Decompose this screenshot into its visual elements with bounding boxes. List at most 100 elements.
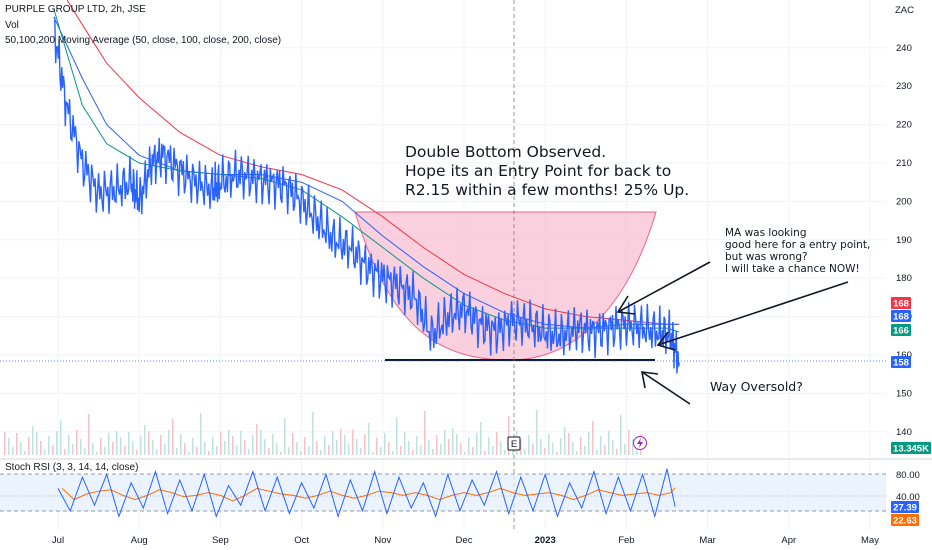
volume-bar — [292, 433, 294, 455]
volume-bar — [520, 440, 522, 455]
volume-bar — [248, 449, 250, 455]
stoch-axis-40: 40.00 — [896, 492, 920, 503]
volume-bar — [188, 452, 190, 455]
volume-bar — [396, 417, 398, 455]
volume-bar — [584, 446, 586, 455]
price-tick-label: 220 — [896, 120, 912, 131]
volume-bar — [560, 438, 562, 455]
arrow-oversold-bottom[interactable] — [641, 371, 691, 405]
volume-bar — [132, 441, 134, 455]
volume-bar — [536, 410, 538, 455]
volume-bar — [352, 430, 354, 455]
stoch-legend[interactable]: Stoch RSI (3, 3, 14, 14, close) — [5, 462, 139, 473]
volume-bar — [52, 445, 54, 455]
ma-200-value: 168 — [893, 299, 909, 310]
stoch-axis-80: 80.00 — [896, 470, 920, 481]
time-axis[interactable]: Jul Aug Sep Oct Nov Dec 2023 Feb Mar Apr May — [52, 535, 879, 546]
volume-bar — [172, 419, 174, 455]
volume-bar — [416, 436, 418, 455]
volume-bar — [96, 452, 98, 455]
main-note-line-2[interactable]: Hope its an Entry Point for back to — [405, 162, 671, 180]
time-tick-label: Sep — [212, 535, 229, 546]
arrow-oversold-top[interactable] — [656, 281, 849, 351]
volume-bar — [60, 420, 62, 455]
volume-bar — [464, 452, 466, 455]
volume-bar — [168, 430, 170, 455]
price-tick-label: 150 — [896, 388, 912, 399]
volume-bar — [144, 425, 146, 455]
volume-bar — [20, 442, 22, 455]
volume-bar — [480, 422, 482, 455]
volume-bar — [612, 440, 614, 455]
volume-bar — [160, 435, 162, 455]
volume-bar — [592, 421, 594, 455]
volume-bar — [280, 452, 282, 455]
event-marker-label: E — [511, 439, 517, 450]
volume-bar — [320, 450, 322, 455]
oversold-note[interactable]: Way Oversold? — [710, 379, 803, 394]
volume-bar — [12, 447, 14, 455]
time-tick-label: Apr — [781, 535, 796, 546]
stoch-k-badge: 27.39 — [891, 501, 919, 514]
volume-bar — [296, 442, 298, 455]
volume-bar — [92, 443, 94, 455]
ma-100-value: 168 — [893, 312, 909, 323]
volume-bar — [432, 449, 434, 455]
time-tick-label: Oct — [294, 535, 309, 546]
volume-bar — [304, 437, 306, 455]
main-note-line-1[interactable]: Double Bottom Observed. — [405, 143, 606, 161]
time-tick-label: 2023 — [535, 535, 556, 546]
time-tick-label: Feb — [618, 535, 634, 546]
volume-bar — [336, 440, 338, 455]
volume-bar — [276, 443, 278, 455]
main-note-line-3[interactable]: R2.15 within a few months! 25% Up. — [405, 181, 689, 199]
ma-note-line-4[interactable]: I will take a chance NOW! — [725, 263, 860, 275]
volume-bar — [80, 439, 82, 455]
volume-bar — [540, 439, 542, 455]
chart-title[interactable]: PURPLE GROUP LTD, 2h, JSE — [5, 4, 146, 15]
arrow-ma-note[interactable] — [616, 261, 711, 315]
stoch-d-badge: 22.63 — [891, 514, 919, 527]
volume-bar — [348, 444, 350, 455]
volume-bar — [312, 412, 314, 455]
volume-bar — [24, 451, 26, 455]
volume-bar — [176, 448, 178, 455]
ma-legend[interactable]: 50,100,200 Moving Average (50, close, 10… — [5, 35, 282, 46]
volume-bar — [332, 431, 334, 455]
volume-bar — [436, 435, 438, 455]
volume-bar — [564, 427, 566, 455]
volume-bar — [240, 431, 242, 455]
ma-note-line-3[interactable]: but was wrong? — [725, 251, 808, 263]
ma-100-badge: 168 — [891, 310, 911, 323]
volume-bar — [152, 440, 154, 455]
volume-bar — [224, 441, 226, 455]
volume-bar — [32, 426, 34, 455]
volume-legend[interactable]: Vol — [5, 20, 19, 31]
price-tick-label: 160 — [896, 350, 912, 361]
volume-bar — [428, 440, 430, 455]
ma-note-line-1[interactable]: MA was looking — [725, 227, 807, 239]
volume-bar — [16, 433, 18, 455]
volume-bar — [472, 447, 474, 455]
volume-bar — [392, 451, 394, 455]
earnings-event-marker[interactable]: E — [507, 436, 521, 451]
volume-bar — [124, 446, 126, 455]
volume-bar — [48, 436, 50, 455]
volume-bar — [36, 432, 38, 455]
volume-bar — [412, 450, 414, 455]
volume-bar — [624, 444, 626, 455]
volume-bar — [420, 445, 422, 455]
volume-bar — [608, 431, 610, 455]
volume-bar — [372, 452, 374, 455]
lightning-icon[interactable] — [633, 436, 647, 450]
volume-bar — [404, 432, 406, 455]
volume-bar — [628, 430, 630, 455]
volume-bar — [76, 430, 78, 455]
ma-note-line-2[interactable]: good here for a entry point, — [725, 239, 870, 251]
price-tick-label: 240 — [896, 43, 912, 54]
volume-bar — [484, 451, 486, 455]
volume-bar — [256, 424, 258, 455]
volume-bar — [56, 431, 58, 455]
price-axis[interactable]: 140150160170180190200210220230240 — [896, 43, 912, 438]
